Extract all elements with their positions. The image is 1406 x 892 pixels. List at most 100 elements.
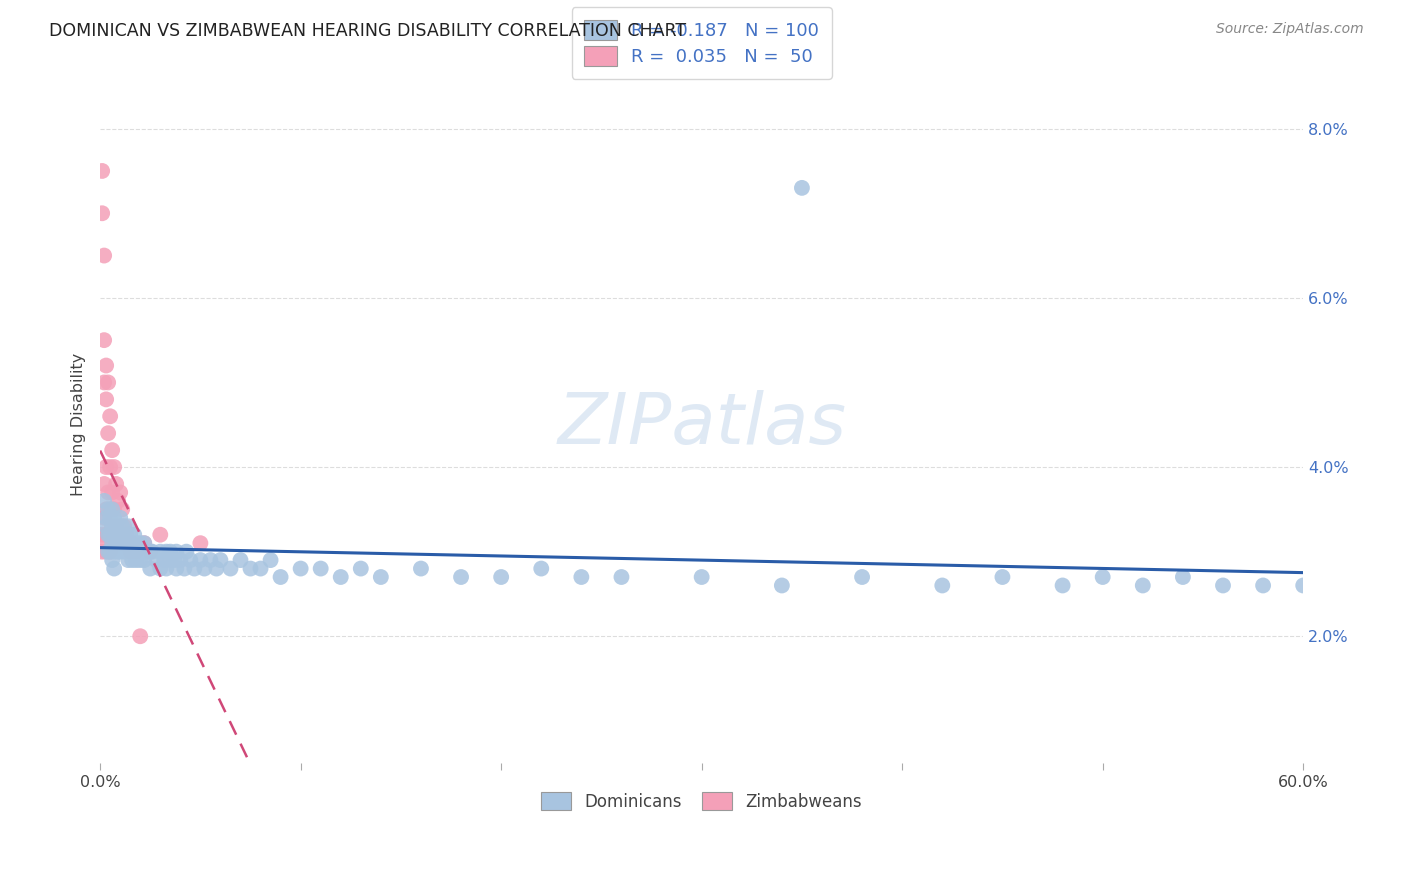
Point — [129, 553, 152, 567]
Point — [98, 409, 121, 424]
Point — [125, 536, 148, 550]
Point — [131, 544, 153, 558]
Point — [121, 536, 143, 550]
Point — [103, 527, 125, 541]
Point — [153, 553, 176, 567]
Point — [122, 527, 145, 541]
Point — [127, 544, 149, 558]
Point — [690, 570, 713, 584]
Point — [134, 536, 156, 550]
Point — [105, 519, 128, 533]
Point — [190, 536, 212, 550]
Point — [112, 519, 135, 533]
Point — [103, 510, 125, 524]
Point — [98, 527, 121, 541]
Point — [97, 527, 120, 541]
Point — [193, 561, 215, 575]
Point — [94, 544, 117, 558]
Point — [569, 570, 592, 584]
Point — [229, 553, 252, 567]
Point — [139, 544, 162, 558]
Point — [239, 561, 262, 575]
Point — [149, 561, 172, 575]
Point — [991, 570, 1014, 584]
Point — [101, 553, 124, 567]
Point — [159, 553, 181, 567]
Point — [94, 502, 117, 516]
Text: Source: ZipAtlas.com: Source: ZipAtlas.com — [1216, 22, 1364, 37]
Point — [94, 510, 117, 524]
Point — [98, 502, 121, 516]
Point — [1251, 578, 1274, 592]
Point — [135, 544, 157, 558]
Point — [173, 561, 195, 575]
Point — [329, 570, 352, 584]
Point — [105, 477, 128, 491]
Point — [141, 544, 163, 558]
Point — [98, 527, 121, 541]
Point — [200, 553, 222, 567]
Point — [190, 553, 212, 567]
Point — [98, 544, 121, 558]
Point — [91, 206, 114, 220]
Point — [93, 477, 115, 491]
Point — [145, 553, 167, 567]
Point — [489, 570, 512, 584]
Point — [790, 181, 813, 195]
Point — [1052, 578, 1074, 592]
Point — [179, 553, 201, 567]
Point — [108, 510, 131, 524]
Point — [94, 359, 117, 373]
Point — [183, 561, 205, 575]
Point — [115, 536, 138, 550]
Point — [163, 553, 186, 567]
Point — [1091, 570, 1114, 584]
Point — [111, 536, 134, 550]
Point — [120, 544, 142, 558]
Point — [117, 519, 139, 533]
Point — [139, 544, 162, 558]
Point — [139, 561, 162, 575]
Text: ZIPatlas: ZIPatlas — [557, 390, 846, 459]
Point — [450, 570, 472, 584]
Point — [120, 544, 142, 558]
Point — [125, 553, 148, 567]
Legend: Dominicans, Zimbabweans: Dominicans, Zimbabweans — [530, 780, 873, 822]
Point — [107, 494, 129, 508]
Point — [112, 544, 135, 558]
Point — [112, 527, 135, 541]
Point — [111, 519, 134, 533]
Y-axis label: Hearing Disability: Hearing Disability — [72, 353, 86, 496]
Point — [91, 164, 114, 178]
Point — [249, 561, 271, 575]
Point — [97, 485, 120, 500]
Point — [107, 527, 129, 541]
Point — [159, 544, 181, 558]
Point — [121, 553, 143, 567]
Point — [122, 544, 145, 558]
Point — [93, 376, 115, 390]
Point — [290, 561, 312, 575]
Point — [97, 544, 120, 558]
Point — [91, 544, 114, 558]
Point — [108, 544, 131, 558]
Point — [409, 561, 432, 575]
Point — [94, 519, 117, 533]
Point — [134, 553, 156, 567]
Point — [94, 527, 117, 541]
Point — [129, 536, 152, 550]
Point — [108, 519, 131, 533]
Point — [165, 544, 187, 558]
Point — [101, 485, 124, 500]
Point — [98, 544, 121, 558]
Point — [94, 392, 117, 407]
Point — [149, 544, 172, 558]
Point — [209, 553, 232, 567]
Point — [1292, 578, 1315, 592]
Point — [176, 544, 198, 558]
Point — [105, 519, 128, 533]
Point — [93, 333, 115, 347]
Point — [108, 485, 131, 500]
Point — [370, 570, 392, 584]
Point — [165, 561, 187, 575]
